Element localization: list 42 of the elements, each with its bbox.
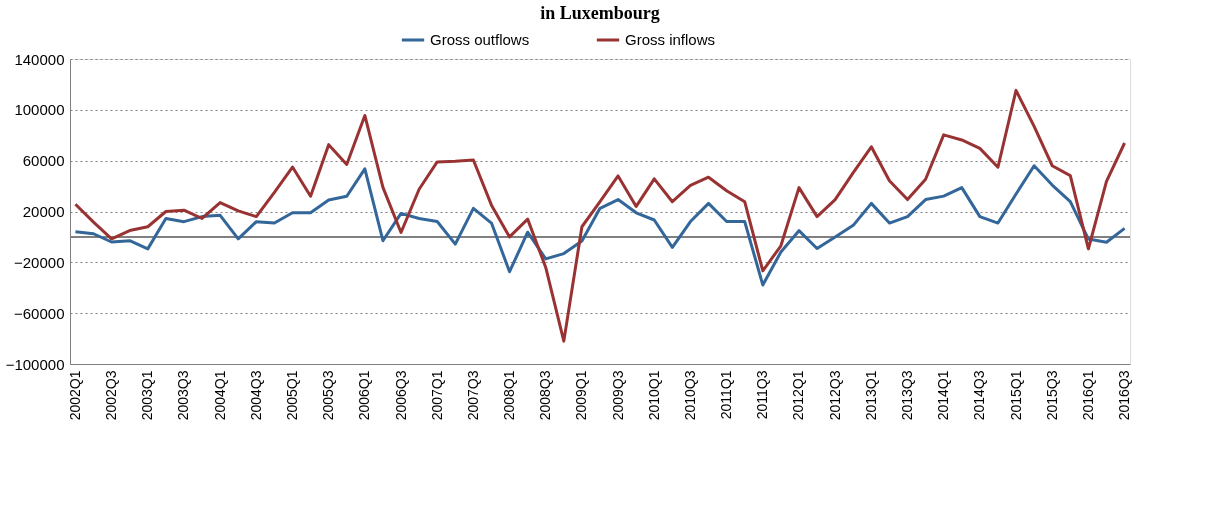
x-tick-label: 2007Q1 [428, 370, 445, 421]
x-tick-label: 2014Q1 [935, 370, 952, 421]
line-series [73, 164, 1127, 287]
y-tick-label: 60000 [22, 152, 65, 170]
y-tick-label: −20000 [14, 253, 65, 271]
y-tick-label: −100000 [5, 355, 65, 373]
x-tick-label: 2002Q3 [103, 370, 120, 421]
x-tick-label: 2004Q3 [247, 370, 264, 421]
y-tick-label: 20000 [22, 203, 65, 220]
x-tick-label: 2016Q1 [1079, 370, 1096, 421]
x-tick-label: 2006Q1 [356, 370, 373, 421]
x-tick-label: 2003Q3 [175, 370, 192, 421]
x-tick-label: 2015Q1 [1007, 370, 1024, 421]
x-tick-label: 2013Q3 [899, 370, 916, 421]
x-tick-label: 2008Q3 [537, 370, 554, 421]
y-tick-label: 100000 [14, 101, 65, 119]
y-tick-label: −60000 [14, 304, 65, 322]
x-tick-label: 2009Q3 [609, 370, 626, 421]
x-tick-label: 2005Q1 [283, 370, 300, 421]
x-tick-label: 2009Q1 [573, 370, 590, 421]
line-series [73, 88, 1127, 343]
x-tick-label: 2007Q3 [464, 370, 481, 421]
x-tick-label: 2014Q3 [971, 370, 988, 421]
x-tick-label: 2012Q1 [790, 370, 807, 421]
x-tick-label: 2011Q1 [718, 370, 735, 420]
x-tick-label: 2016Q3 [1116, 370, 1133, 421]
x-tick-label: 2004Q1 [211, 370, 228, 421]
x-tick-label: 2005Q3 [320, 370, 337, 421]
x-tick-label: 2010Q3 [681, 370, 698, 421]
x-tick-label: 2006Q3 [392, 370, 409, 421]
x-tick-label: 2008Q1 [501, 370, 518, 421]
x-tick-label: 2012Q3 [826, 370, 843, 421]
x-tick-label: 2013Q1 [862, 370, 879, 421]
x-tick-label: 2015Q3 [1043, 370, 1060, 421]
legend-label: Gross inflows [625, 31, 716, 48]
x-tick-label: 2010Q1 [645, 370, 662, 421]
x-tick-label: 2002Q1 [66, 370, 83, 421]
legend-label: Gross outflows [430, 31, 530, 48]
chart-title: in Luxembourg [540, 3, 660, 23]
x-tick-label: 2003Q1 [139, 370, 156, 421]
x-tick-label: 2011Q3 [754, 370, 771, 420]
y-tick-label: 140000 [14, 50, 65, 68]
